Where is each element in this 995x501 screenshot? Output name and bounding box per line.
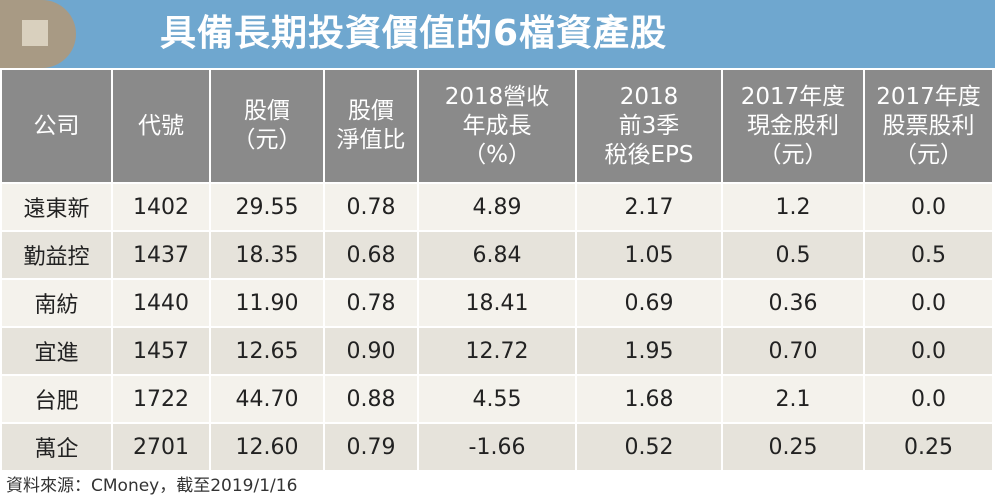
cell-code: 1722 (112, 375, 211, 424)
cell-code: 2701 (112, 423, 211, 472)
stock-table: 公司 代號 股價 （元） 股價 淨值比 2018營收 年成長 （%） 2018 … (2, 70, 992, 472)
header-pb-ratio: 股價 淨值比 (324, 70, 419, 184)
cell-company: 南紡 (2, 279, 113, 328)
cell-price: 12.65 (210, 327, 325, 376)
cell-stock-dividend: 0.0 (864, 375, 992, 424)
cell-code: 1402 (112, 183, 211, 232)
cell-pb-ratio: 0.68 (324, 231, 419, 280)
header-line: 股票股利 (882, 112, 975, 139)
cell-pb-ratio: 0.90 (324, 327, 419, 376)
cell-stock-dividend: 0.25 (864, 423, 992, 472)
header-line: 淨值比 (336, 127, 406, 153)
cell-eps: 1.95 (576, 327, 723, 376)
table-row: 南紡 1440 11.90 0.78 18.41 0.69 0.36 0.0 (2, 279, 992, 328)
cell-company: 遠東新 (2, 183, 113, 232)
cell-price: 18.35 (210, 231, 325, 280)
cell-cash-dividend: 0.36 (722, 279, 865, 328)
header-code: 代號 (112, 70, 211, 184)
cell-price: 44.70 (210, 375, 325, 424)
cell-revenue-growth: 4.89 (418, 183, 577, 232)
cell-pb-ratio: 0.79 (324, 423, 419, 472)
header-line: 2017年度 (740, 83, 846, 110)
header-line: 現金股利 (747, 112, 839, 139)
cell-company: 勤益控 (2, 231, 113, 280)
cell-cash-dividend: 0.70 (722, 327, 865, 376)
table-row: 勤益控 1437 18.35 0.68 6.84 1.05 0.5 0.5 (2, 231, 992, 280)
table-row: 宜進 1457 12.65 0.90 12.72 1.95 0.70 0.0 (2, 327, 992, 376)
cell-pb-ratio: 0.78 (324, 279, 419, 328)
page-title: 具備長期投資價值的6檔資產股 (160, 13, 668, 54)
cell-eps: 1.68 (576, 375, 723, 424)
cell-eps: 1.05 (576, 231, 723, 280)
cell-company: 宜進 (2, 327, 113, 376)
cell-revenue-growth: 6.84 (418, 231, 577, 280)
cell-cash-dividend: 2.1 (722, 375, 865, 424)
header-line: 年成長 (462, 112, 532, 139)
cell-pb-ratio: 0.88 (324, 375, 419, 424)
title-badge (0, 0, 76, 68)
header-line: （元） (894, 141, 963, 168)
cell-revenue-growth: 12.72 (418, 327, 577, 376)
cell-stock-dividend: 0.0 (864, 327, 992, 376)
cell-cash-dividend: 0.25 (722, 423, 865, 472)
cell-revenue-growth: 4.55 (418, 375, 577, 424)
cell-eps: 0.69 (576, 279, 723, 328)
source-note: 資料來源：CMoney，截至2019/1/16 (6, 476, 298, 496)
square-icon (22, 20, 48, 46)
header-company: 公司 (2, 70, 113, 184)
header-line: 公司 (33, 112, 80, 139)
cell-stock-dividend: 0.0 (864, 279, 992, 328)
header-line: （%） (463, 141, 531, 168)
cell-pb-ratio: 0.78 (324, 183, 419, 232)
cell-code: 1440 (112, 279, 211, 328)
cell-cash-dividend: 1.2 (722, 183, 865, 232)
header-revenue-growth: 2018營收 年成長 （%） (418, 70, 577, 184)
cell-cash-dividend: 0.5 (722, 231, 865, 280)
header-stock-dividend: 2017年度 股票股利 （元） (864, 70, 992, 184)
header-line: 2018營收 (444, 83, 550, 110)
header-line: 代號 (138, 112, 184, 139)
title-banner: 具備長期投資價值的6檔資產股 (0, 0, 995, 68)
header-line: 前3季 (618, 112, 680, 139)
header-line: 股價 (244, 98, 290, 124)
cell-company: 萬企 (2, 423, 113, 472)
table-row: 萬企 2701 12.60 0.79 -1.66 0.52 0.25 0.25 (2, 423, 992, 472)
cell-revenue-growth: -1.66 (418, 423, 577, 472)
header-line: 2017年度 (876, 83, 981, 110)
cell-code: 1437 (112, 231, 211, 280)
cell-price: 12.60 (210, 423, 325, 472)
cell-price: 29.55 (210, 183, 325, 232)
header-cash-dividend: 2017年度 現金股利 （元） (722, 70, 865, 184)
cell-eps: 2.17 (576, 183, 723, 232)
header-line: 2018 (619, 83, 679, 110)
header-line: 股價 (348, 98, 394, 124)
header-eps: 2018 前3季 稅後EPS (576, 70, 723, 184)
cell-stock-dividend: 0.0 (864, 183, 992, 232)
table-row: 遠東新 1402 29.55 0.78 4.89 2.17 1.2 0.0 (2, 183, 992, 232)
cell-revenue-growth: 18.41 (418, 279, 577, 328)
cell-price: 11.90 (210, 279, 325, 328)
cell-eps: 0.52 (576, 423, 723, 472)
header-price: 股價 （元） (210, 70, 325, 184)
header-line: （元） (758, 141, 828, 168)
cell-code: 1457 (112, 327, 211, 376)
table-row: 台肥 1722 44.70 0.88 4.55 1.68 2.1 0.0 (2, 375, 992, 424)
header-line: 稅後EPS (604, 141, 694, 168)
cell-stock-dividend: 0.5 (864, 231, 992, 280)
cell-company: 台肥 (2, 375, 113, 424)
header-line: （元） (232, 127, 302, 153)
table-header-row: 公司 代號 股價 （元） 股價 淨值比 2018營收 年成長 （%） 2018 … (2, 70, 992, 184)
